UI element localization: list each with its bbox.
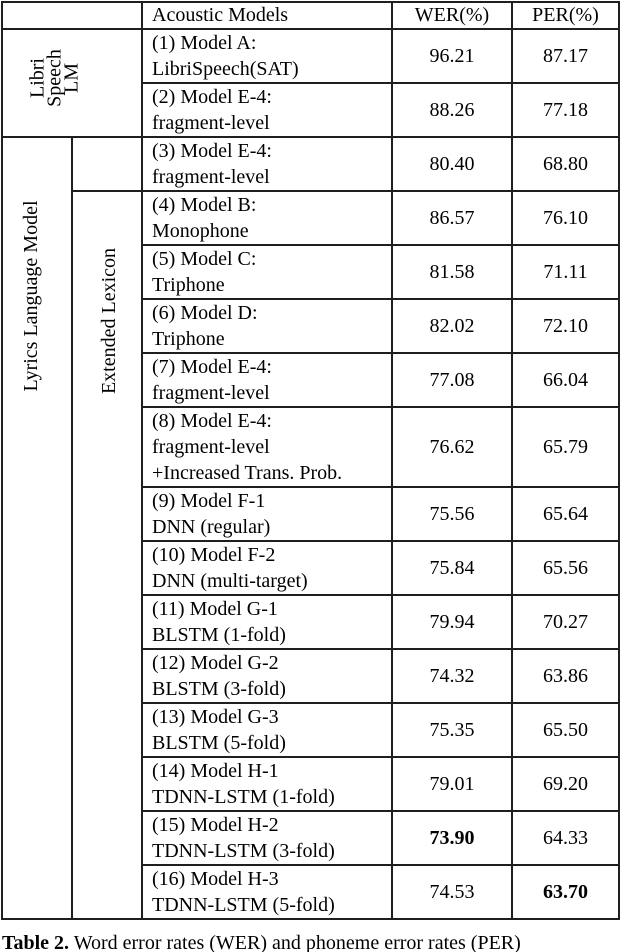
table-row: Libri Speech LM (1) Model A: LibriSpeech… — [1, 28, 620, 138]
model-cell: (11) Model G-1 BLSTM (1-fold) — [141, 594, 393, 650]
table-row: (2) Model E-4: fragment-level 88.26 77.1… — [2, 82, 620, 138]
table-row: (7) Model E-4: fragment-level 77.08 66.0… — [2, 352, 620, 408]
wer-cell: 79.01 — [391, 756, 513, 812]
per-cell: 68.80 — [511, 136, 620, 192]
per-cell: 65.56 — [511, 540, 620, 596]
table-row: Lyrics Language Model (3) Model E-4: fra… — [1, 136, 620, 920]
per-cell: 69.20 — [511, 756, 620, 812]
wer-cell: 96.21 — [391, 28, 513, 84]
wer-cell: 86.57 — [391, 190, 513, 246]
model-cell: (5) Model C: Triphone — [141, 244, 393, 300]
header-row: Acoustic Models WER(%) PER(%) — [1, 1, 620, 30]
model-cell: (15) Model H-2 TDNN-LSTM (3-fold) — [141, 810, 393, 866]
model-cell: (14) Model H-1 TDNN-LSTM (1-fold) — [141, 756, 393, 812]
wer-cell: 75.84 — [391, 540, 513, 596]
group-label-lyrics-lm: Lyrics Language Model — [20, 200, 42, 392]
header-acoustic-models: Acoustic Models — [141, 1, 393, 30]
wer-cell: 74.32 — [391, 648, 513, 704]
per-cell: 77.18 — [511, 82, 620, 138]
model-cell: (3) Model E-4: fragment-level — [141, 136, 393, 192]
wer-cell: 77.08 — [391, 352, 513, 408]
per-cell: 65.64 — [511, 486, 620, 542]
wer-cell: 79.94 — [391, 594, 513, 650]
table-caption: Table 2. Word error rates (WER) and phon… — [2, 932, 602, 952]
per-cell: 65.50 — [511, 702, 620, 758]
results-table: Acoustic Models WER(%) PER(%) Libri Spee… — [1, 1, 620, 920]
wer-cell: 74.53 — [391, 864, 513, 920]
merged-spacer-cell — [71, 136, 143, 192]
model-cell: (9) Model F-1 DNN (regular) — [141, 486, 393, 542]
table-row: (9) Model F-1 DNN (regular) 75.56 65.64 — [2, 486, 620, 542]
group-cell-librispeech-lm: Libri Speech LM — [1, 28, 143, 138]
model-cell: (6) Model D: Triphone — [141, 298, 393, 354]
table-row: (8) Model E-4: fragment-level +Increased… — [2, 406, 620, 488]
group-label-extended-lexicon: Extended Lexicon — [98, 247, 120, 395]
per-cell: 64.33 — [511, 810, 620, 866]
wer-cell: 82.02 — [391, 298, 513, 354]
per-cell: 66.04 — [511, 352, 620, 408]
group-cell-extended-lexicon: Extended Lexicon — [71, 190, 143, 920]
per-cell-best: 63.70 — [511, 864, 620, 920]
per-cell: 72.10 — [511, 298, 620, 354]
model-cell: (8) Model E-4: fragment-level +Increased… — [141, 406, 393, 488]
caption-text: Word error rates (WER) and phoneme error… — [69, 932, 521, 952]
model-cell: (4) Model B: Monophone — [141, 190, 393, 246]
model-cell: (12) Model G-2 BLSTM (3-fold) — [141, 648, 393, 704]
group-cell-lyrics-lm: Lyrics Language Model — [1, 136, 72, 920]
table-row: (10) Model F-2 DNN (multi-target) 75.84 … — [2, 540, 620, 596]
model-cell: (13) Model G-3 BLSTM (5-fold) — [141, 702, 393, 758]
model-cell: (7) Model E-4: fragment-level — [141, 352, 393, 408]
table-row: (16) Model H-3 TDNN-LSTM (5-fold) 74.53 … — [2, 864, 620, 920]
wer-cell: 75.56 — [391, 486, 513, 542]
wer-cell: 88.26 — [391, 82, 513, 138]
table-row: (6) Model D: Triphone 82.02 72.10 — [2, 298, 620, 354]
wer-cell: 75.35 — [391, 702, 513, 758]
table-row: (15) Model H-2 TDNN-LSTM (3-fold) 73.90 … — [2, 810, 620, 866]
per-cell: 65.79 — [511, 406, 620, 488]
caption-label: Table 2. — [2, 932, 70, 952]
table-row: (11) Model G-1 BLSTM (1-fold) 79.94 70.2… — [2, 594, 620, 650]
per-cell: 87.17 — [511, 28, 620, 84]
table-row: (14) Model H-1 TDNN-LSTM (1-fold) 79.01 … — [2, 756, 620, 812]
per-cell: 76.10 — [511, 190, 620, 246]
wer-cell: 76.62 — [391, 406, 513, 488]
model-cell: (10) Model F-2 DNN (multi-target) — [141, 540, 393, 596]
per-cell: 63.86 — [511, 648, 620, 704]
model-cell: (16) Model H-3 TDNN-LSTM (5-fold) — [141, 864, 393, 920]
wer-cell-best: 73.90 — [391, 810, 513, 866]
per-cell: 70.27 — [511, 594, 620, 650]
group-label-librispeech-lm: Libri Speech LM — [26, 49, 83, 107]
table-row: Extended Lexicon (4) Model B: Monophone … — [2, 190, 620, 920]
table-row: (5) Model C: Triphone 81.58 71.11 — [2, 244, 620, 300]
header-per: PER(%) — [511, 1, 620, 30]
table-row: (13) Model G-3 BLSTM (5-fold) 75.35 65.5… — [2, 702, 620, 758]
wer-cell: 80.40 — [391, 136, 513, 192]
wer-cell: 81.58 — [391, 244, 513, 300]
table-row: (12) Model G-2 BLSTM (3-fold) 74.32 63.8… — [2, 648, 620, 704]
per-cell: 71.11 — [511, 244, 620, 300]
corner-cell — [1, 1, 143, 30]
model-cell: (1) Model A: LibriSpeech(SAT) — [141, 28, 393, 84]
header-wer: WER(%) — [391, 1, 513, 30]
model-cell: (2) Model E-4: fragment-level — [141, 82, 393, 138]
